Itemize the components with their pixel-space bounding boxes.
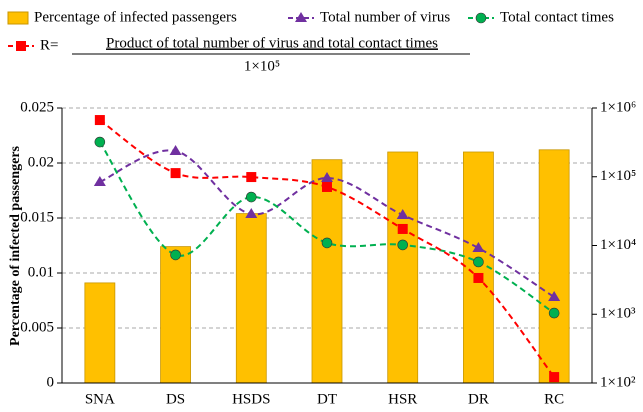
point [549, 372, 560, 383]
x-tick-label: RC [544, 391, 564, 407]
x-tick-label: DS [166, 391, 185, 407]
y-tick-label: 0.025 [20, 99, 54, 115]
bar [311, 159, 343, 384]
y2-tick-label: 1×10⁴ [600, 237, 636, 253]
legend-marker [16, 41, 26, 51]
point [94, 115, 105, 126]
legend-swatch [7, 11, 29, 25]
bar [387, 151, 419, 384]
bar [235, 213, 267, 384]
y-tick-label: 0.01 [28, 264, 54, 280]
x-tick-label: DT [317, 391, 337, 407]
point [245, 208, 258, 219]
point [472, 241, 485, 252]
point [397, 223, 408, 234]
y-tick-label: 0.015 [20, 209, 54, 225]
point [170, 168, 181, 179]
legend-label: Total contact times [500, 9, 614, 25]
x-tick-label: HSR [388, 391, 417, 407]
point [548, 291, 561, 302]
legend-marker [475, 12, 487, 24]
y-axis-title: Percentage of infected passengers [8, 145, 23, 346]
point [397, 239, 409, 251]
legend-label: Percentage of infected passengers [34, 9, 237, 25]
point [548, 307, 560, 319]
point [396, 208, 409, 219]
point [170, 249, 181, 261]
point [246, 172, 257, 183]
x-tick-label: SNA [85, 391, 115, 407]
bar [84, 282, 116, 384]
x-tick-label: HSDS [232, 391, 270, 407]
formula-numerator: Product of total number of virus and tot… [106, 35, 438, 51]
y-tick-label: 0.005 [20, 319, 54, 335]
bar [538, 149, 570, 384]
point [321, 171, 333, 182]
point [473, 272, 484, 283]
y2-tick-label: 1×10⁵ [600, 168, 636, 184]
point [321, 237, 333, 249]
x-tick-label: DR [468, 391, 489, 407]
y-tick-label: 0.02 [28, 154, 54, 170]
y2-tick-label: 1×10³ [600, 306, 636, 322]
point [169, 144, 182, 155]
legend-label: R= [40, 37, 58, 53]
point [473, 256, 484, 268]
legend-label: Total number of virus [320, 9, 450, 25]
y2-tick-label: 1×10² [600, 374, 636, 390]
point [94, 136, 106, 148]
y-tick-label: 0 [47, 374, 55, 390]
point [322, 181, 332, 192]
formula-denominator: 1×10⁵ [244, 58, 280, 74]
point [93, 175, 106, 186]
point [245, 191, 257, 203]
y2-tick-label: 1×10⁶ [600, 99, 636, 115]
legend-marker [295, 12, 307, 22]
bar [160, 246, 191, 384]
